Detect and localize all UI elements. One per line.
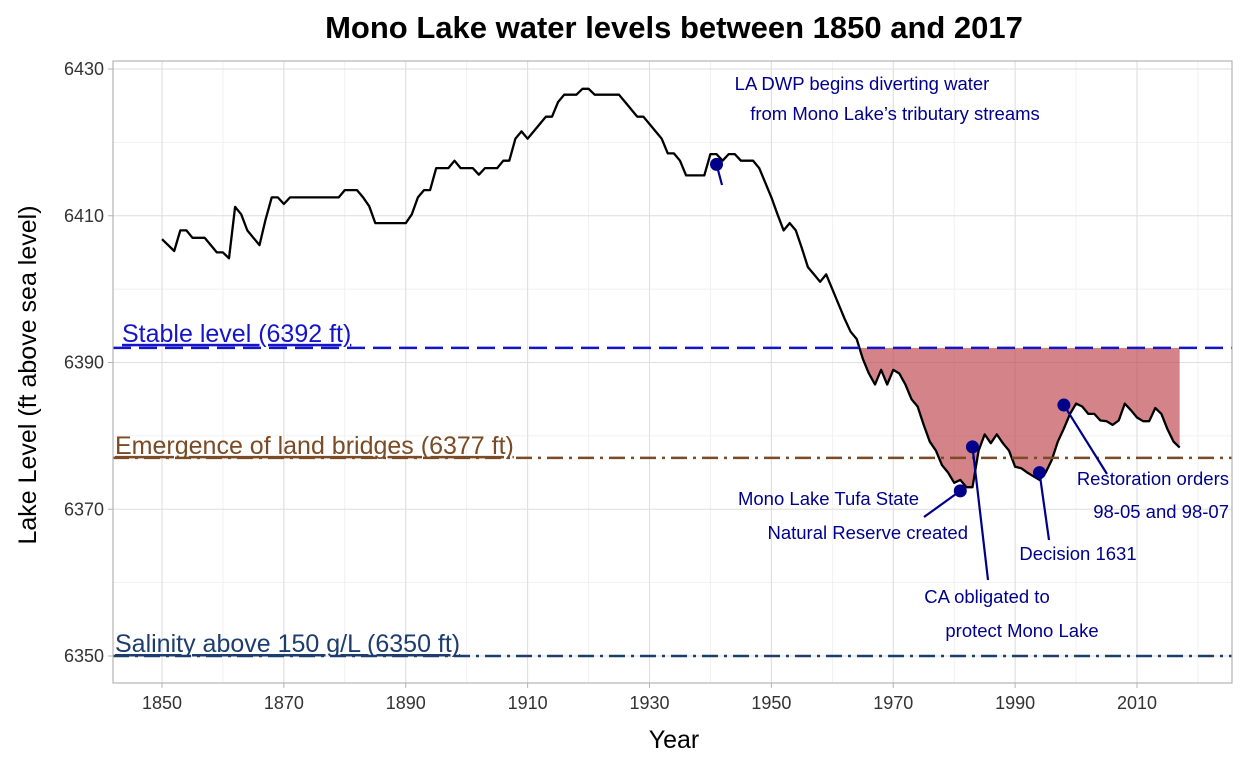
annotation-label: Mono Lake Tufa State (738, 488, 919, 509)
y-axis-title: Lake Level (ft above sea level) (14, 205, 42, 544)
y-tick-label: 6370 (64, 499, 104, 519)
reference-line-label: Salinity above 150 g/L (6350 ft) (115, 630, 460, 658)
x-tick-label: 1970 (873, 693, 913, 713)
annotation-label: LA DWP begins diverting water (735, 73, 990, 94)
reference-line-label: Emergence of land bridges (6377 ft) (115, 432, 514, 460)
x-tick-label: 2010 (1117, 693, 1157, 713)
y-tick-label: 6390 (64, 353, 104, 373)
annotation-label: protect Mono Lake (945, 620, 1098, 641)
annotation-point (710, 158, 723, 171)
x-tick-label: 1910 (508, 693, 548, 713)
annotation-point (1033, 466, 1046, 479)
x-tick-label: 1890 (386, 693, 426, 713)
annotation-label: Restoration orders (1077, 468, 1229, 489)
x-tick-label: 1990 (995, 693, 1035, 713)
annotation-label: 98-05 and 98-07 (1093, 501, 1229, 522)
annotation-point (1057, 399, 1070, 412)
annotation-point (954, 484, 967, 497)
y-tick-label: 6350 (64, 646, 104, 666)
x-tick-label: 1950 (751, 693, 791, 713)
annotation-label: Natural Reserve created (767, 522, 968, 543)
annotation-label: CA obligated to (924, 586, 1049, 607)
x-tick-label: 1930 (629, 693, 669, 713)
x-tick-label: 1850 (142, 693, 182, 713)
reference-line-label: Stable level (6392 ft) (122, 320, 351, 348)
annotation-point (966, 440, 979, 453)
annotation-label: from Mono Lake’s tributary streams (750, 103, 1040, 124)
annotation-label: Decision 1631 (1019, 543, 1136, 564)
y-tick-label: 6430 (64, 59, 104, 79)
chart-title: Mono Lake water levels between 1850 and … (325, 10, 1023, 45)
y-tick-label: 6410 (64, 206, 104, 226)
x-tick-label: 1870 (264, 693, 304, 713)
x-axis-title: Year (649, 726, 700, 754)
